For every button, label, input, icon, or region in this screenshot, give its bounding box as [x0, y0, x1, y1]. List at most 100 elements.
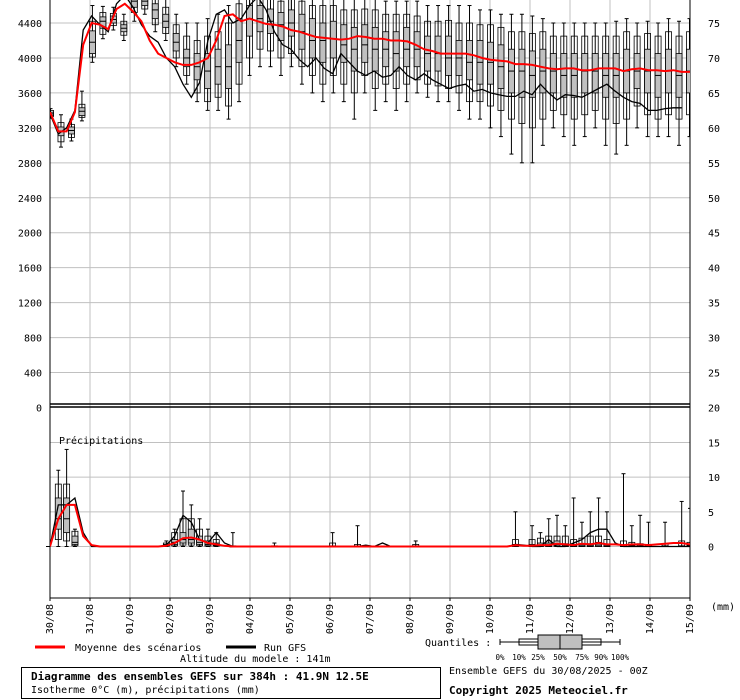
- copyright: Copyright 2025 Meteociel.fr: [449, 684, 628, 697]
- precip-box: [645, 521, 652, 547]
- left-tick-label: 0: [36, 404, 42, 415]
- ensemble-box: [424, 5, 432, 98]
- ensemble-box: [371, 0, 379, 111]
- precip-title: Précipitations: [59, 435, 143, 447]
- run-info: Ensemble GEFS du 30/08/2025 - 00Z: [449, 666, 648, 677]
- chart-subtitle: Isotherme 0°C (m), précipitations (mm): [31, 685, 260, 696]
- precip-box: [620, 473, 627, 547]
- left-tick-label: 2000: [18, 229, 42, 240]
- box-iqr: [319, 22, 327, 63]
- legend-quantiles-label: Quantiles :: [425, 638, 491, 649]
- precip-box: [71, 528, 79, 547]
- legend-quantile-tick: 0%: [495, 653, 505, 662]
- left-tick-label: 800: [24, 334, 42, 345]
- ensemble-box: [665, 18, 672, 138]
- ensemble-box: [256, 0, 264, 68]
- box-iqr: [549, 53, 557, 94]
- ensemble-box: [570, 22, 578, 146]
- ensemble-box: [288, 0, 295, 68]
- precip-box: [628, 525, 636, 547]
- right-tick-label: 40: [708, 264, 720, 275]
- x-tick-label: 14/09: [645, 604, 656, 634]
- precip-box: [595, 497, 602, 547]
- precip-box: [545, 518, 553, 547]
- ensemble-box: [267, 0, 274, 68]
- legend-quantile-tick: 10%: [512, 653, 526, 662]
- precip-box: [570, 497, 578, 547]
- ensemble-box: [633, 22, 641, 129]
- right-tick-label: 5: [708, 508, 714, 519]
- precip-unit: (mm): [711, 602, 735, 613]
- box-iqr: [340, 24, 348, 63]
- ensemble-box: [319, 0, 327, 103]
- box-iqr: [466, 40, 473, 81]
- right-tick-label: 30: [708, 334, 720, 345]
- legend-quantile-tick: 75%: [575, 653, 589, 662]
- run-line: [50, 0, 682, 136]
- ensemble-box: [466, 5, 473, 120]
- ensemble-box: [591, 22, 599, 129]
- box-iqr: [581, 53, 589, 94]
- box-iqr: [487, 41, 494, 85]
- ensemble-box: [413, 0, 421, 94]
- right-tick-label: 35: [708, 299, 720, 310]
- title-box: Diagramme des ensembles GEFS sur 384h : …: [21, 667, 441, 699]
- precip-box: [553, 514, 561, 547]
- ensemble-box: [392, 0, 400, 111]
- legend-quantile-tick: 100%: [611, 653, 630, 662]
- precip-box: [686, 507, 690, 547]
- ensemble-box: [162, 0, 170, 41]
- box-iqr: [308, 18, 316, 59]
- legend-quantile-tick: 90%: [594, 653, 608, 662]
- ensemble-box: [560, 22, 568, 138]
- model-altitude: Altitude du modele : 141m: [180, 654, 331, 665]
- ensemble-box: [487, 9, 494, 129]
- x-tick-label: 13/09: [605, 604, 616, 634]
- box-iqr: [518, 48, 526, 98]
- precip-box: [678, 500, 686, 547]
- legend-mean-label: Moyenne des scénarios: [75, 642, 201, 654]
- ensemble-box: [403, 0, 411, 103]
- right-tick-label: 25: [708, 369, 720, 380]
- x-tick-label: 15/09: [685, 604, 696, 634]
- x-tick-label: 06/09: [325, 604, 336, 634]
- ensemble-box: [612, 20, 620, 155]
- ensemble-box: [654, 22, 662, 138]
- left-tick-label: 2800: [18, 159, 42, 170]
- ensemble-box: [308, 0, 316, 94]
- ensemble-box: [214, 13, 222, 111]
- ensemble-box: [172, 13, 180, 68]
- box-iqr: [403, 26, 411, 68]
- ensemble-box: [298, 0, 306, 85]
- x-tick-label: 05/09: [285, 604, 296, 634]
- precip-box: [586, 511, 594, 547]
- left-tick-label: 3200: [18, 124, 42, 135]
- left-tick-label: 4000: [18, 54, 42, 65]
- right-tick-label: 45: [708, 229, 720, 240]
- ensemble-box: [675, 20, 683, 146]
- ensemble-box: [89, 5, 96, 63]
- ensemble-box: [235, 0, 243, 103]
- x-tick-label: 02/09: [165, 604, 176, 634]
- ensemble-box: [518, 13, 526, 164]
- ensemble-box: [204, 18, 212, 111]
- left-tick-label: 3600: [18, 89, 42, 100]
- x-tick-label: 11/09: [525, 604, 536, 634]
- box-iqr: [392, 31, 400, 72]
- right-tick-label: 0: [708, 543, 714, 554]
- right-tick-label: 75: [708, 19, 720, 30]
- right-tick-label: 15: [708, 439, 720, 450]
- precip-boxes: [54, 448, 690, 548]
- ensemble-box: [183, 22, 191, 85]
- x-tick-label: 03/09: [205, 604, 216, 634]
- ensemble-box: [539, 18, 547, 146]
- precip-box: [196, 518, 204, 547]
- box-iqr: [445, 35, 452, 76]
- box-iqr: [528, 50, 536, 98]
- x-tick-label: 01/09: [125, 604, 136, 634]
- left-tick-label: 4400: [18, 19, 42, 30]
- x-tick-label: 04/09: [245, 604, 256, 634]
- ensemble-box: [361, 0, 369, 94]
- precip-box: [54, 469, 62, 547]
